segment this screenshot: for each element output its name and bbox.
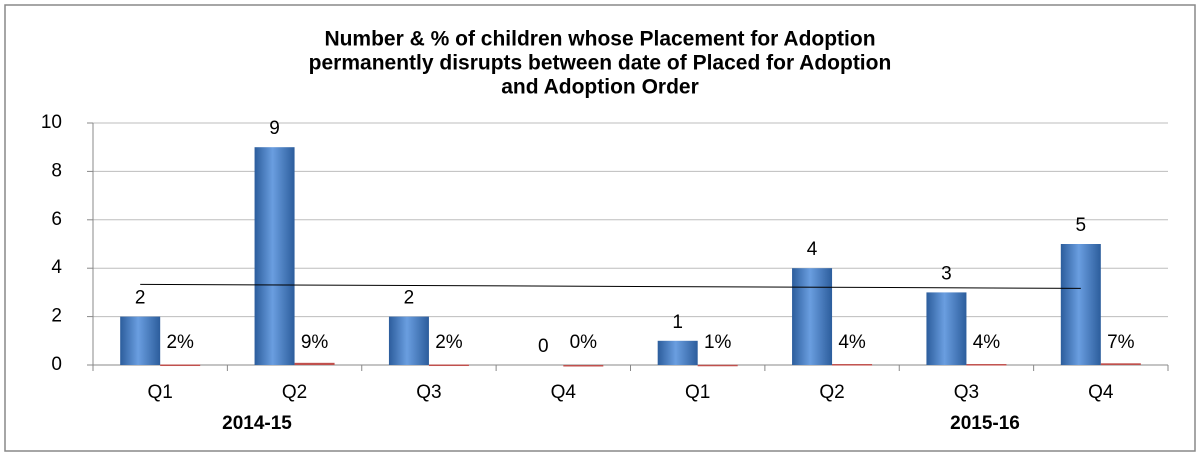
data-label: 7% [1107, 332, 1135, 353]
x-tick-label: Q2 [819, 382, 844, 403]
data-label: 4% [838, 332, 866, 353]
bar [388, 316, 429, 365]
bar [428, 364, 469, 367]
data-label: 2% [435, 332, 463, 353]
data-label: 4 [807, 239, 818, 260]
x-tick-label: Q4 [551, 382, 577, 403]
data-label: 9% [301, 332, 329, 353]
data-label: 9 [269, 118, 280, 139]
x-tick-label: Q3 [954, 382, 979, 403]
data-label: 3 [941, 263, 952, 284]
chart-title: and Adoption Order [501, 76, 699, 99]
bar [966, 364, 1007, 366]
bar [160, 364, 201, 367]
bar [563, 365, 604, 367]
data-label: 0% [570, 332, 598, 353]
y-tick-label: 10 [41, 112, 62, 133]
bar [832, 364, 873, 366]
chart-title: Number & % of children whose Placement f… [324, 28, 875, 51]
y-tick-label: 4 [51, 257, 62, 278]
data-label: 4% [973, 332, 1001, 353]
y-tick-label: 0 [51, 354, 62, 375]
chart-frame [4, 4, 1196, 452]
bar [1060, 244, 1101, 365]
x-tick-label: Q3 [416, 382, 441, 403]
bar [926, 292, 967, 365]
bar [254, 147, 295, 365]
group-label: 2014-15 [222, 413, 292, 434]
data-label: 0 [538, 336, 549, 357]
y-tick-label: 2 [51, 306, 62, 327]
data-label: 2% [166, 332, 194, 353]
group-label: 2015-16 [950, 413, 1020, 434]
chart-title: permanently disrupts between date of Pla… [309, 52, 892, 75]
data-label: 5 [1076, 215, 1087, 236]
x-tick-label: Q4 [1088, 382, 1114, 403]
bar [294, 362, 335, 365]
bar [792, 268, 833, 365]
bar [657, 340, 698, 365]
data-label: 2 [404, 288, 415, 309]
x-tick-label: Q2 [282, 382, 307, 403]
bar [120, 316, 161, 365]
data-label: 2 [135, 288, 146, 309]
bar [1100, 363, 1141, 365]
bar [697, 364, 738, 367]
x-tick-label: Q1 [148, 382, 173, 403]
y-tick-label: 6 [51, 209, 62, 230]
data-label: 1% [704, 332, 732, 353]
trend-line [140, 283, 1081, 289]
y-tick-label: 8 [51, 160, 62, 181]
data-label: 1 [672, 312, 683, 333]
x-tick-label: Q1 [685, 382, 710, 403]
